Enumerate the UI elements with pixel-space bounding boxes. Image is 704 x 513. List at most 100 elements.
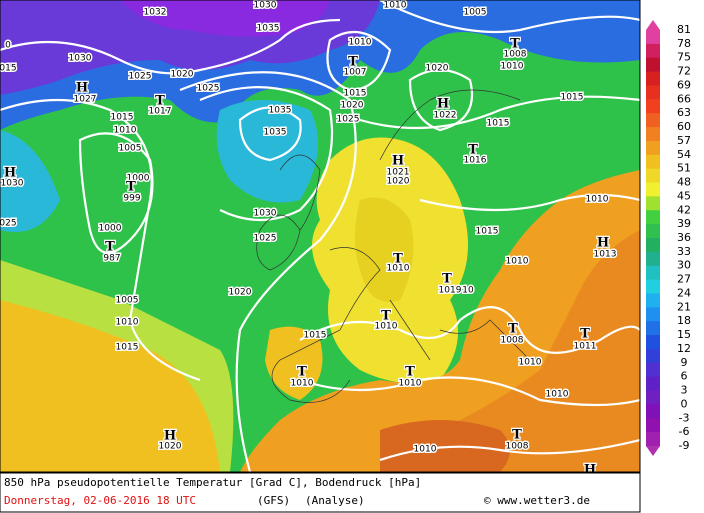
isobar-label: 1010: [387, 264, 410, 274]
footer-box: [0, 472, 641, 513]
colorbar-cell: [646, 182, 660, 197]
isobar-label: 1025: [254, 234, 277, 244]
isobar-label: 1005: [119, 144, 142, 154]
isobar-label: 1015: [487, 119, 510, 129]
isobar-label: 1010: [414, 445, 437, 455]
isobar-label: 1008: [504, 50, 527, 60]
isobar-label: 1017: [149, 107, 172, 117]
isobar-label: 1035: [257, 24, 280, 34]
pressure-center: T: [508, 322, 518, 337]
isobar-label: 1020: [341, 101, 364, 111]
colorbar-label: -3: [679, 411, 690, 424]
isobar-label: 0: [5, 41, 11, 51]
pressure-center: T: [126, 180, 136, 195]
colorbar: 8178757269666360575451484542393633302724…: [646, 20, 691, 456]
isobar-label: 1020: [159, 442, 182, 452]
isobar-label: 1015: [476, 227, 499, 237]
colorbar-cell: [646, 210, 660, 225]
isobar-label: 1015: [344, 89, 367, 99]
footer-source: © www.wetter3.de: [484, 494, 590, 507]
colorbar-label: 18: [677, 314, 691, 327]
pressure-center: H: [437, 97, 449, 112]
isobar-label: 1010: [546, 390, 569, 400]
colorbar-cell: [646, 404, 660, 419]
isobar-label: 1025: [337, 115, 360, 125]
isobar-label: 1010: [116, 318, 139, 328]
colorbar-label: 78: [677, 37, 691, 50]
colorbar-cell: [646, 99, 660, 114]
isobar-label: 1030: [1, 179, 24, 189]
colorbar-label: 60: [677, 120, 691, 133]
isobar-label: 1020: [426, 64, 449, 74]
colorbar-cell: [646, 196, 660, 211]
isobar-label: 1025: [129, 72, 152, 82]
colorbar-cell: [646, 348, 660, 364]
colorbar-cell: [646, 265, 660, 281]
colorbar-cell: [646, 30, 660, 45]
colorbar-label: 72: [677, 65, 691, 78]
isobar-label: 1025: [197, 84, 220, 94]
colorbar-cell: [646, 238, 660, 253]
map-frame: [0, 0, 641, 473]
isobar-label: 1020: [229, 288, 252, 298]
isobar-label: 1013: [594, 250, 617, 260]
colorbar-cell: [646, 113, 660, 128]
isobar-label: 1015: [111, 113, 134, 123]
isobar-label: 1019: [439, 286, 462, 296]
colorbar-label: 12: [677, 342, 691, 355]
colorbar-label: 30: [677, 259, 691, 272]
pressure-center: H: [4, 166, 16, 181]
pressure-center: T: [510, 37, 520, 52]
colorbar-label: 69: [677, 78, 691, 91]
colorbar-cell: [646, 168, 660, 184]
isobar-label: 1010: [399, 379, 422, 389]
isobars: [0, 0, 641, 473]
isobar-label: 10: [462, 286, 474, 296]
colorbar-label: -6: [679, 425, 690, 438]
isobar-label: 1007: [344, 68, 367, 78]
colorbar-label: 0: [681, 397, 688, 410]
pressure-center: T: [105, 240, 115, 255]
isobar-label: 1020: [387, 177, 410, 187]
isobar-label: 1000: [99, 224, 122, 234]
isobar-label: 025: [0, 219, 17, 229]
pressure-center: T: [381, 309, 391, 324]
isobar-label: 1030: [254, 1, 277, 11]
colorbar-label: 21: [677, 300, 691, 313]
colorbar-cell: [646, 279, 660, 294]
footer-run: (Analyse): [305, 494, 365, 507]
colorbar-label: 24: [677, 286, 691, 299]
colorbar-label: 39: [677, 217, 691, 230]
isobar-label: 1010: [375, 322, 398, 332]
pressure-center: H: [164, 429, 176, 444]
colorbar-label: 9: [681, 356, 688, 369]
colorbar-label: 75: [677, 51, 691, 64]
colorbar-label: 48: [677, 176, 691, 189]
colorbar-cell: [646, 390, 660, 405]
colorbar-label: 57: [677, 134, 691, 147]
colorbar-cell: [646, 362, 660, 378]
colorbar-cell: [646, 321, 660, 336]
pressure-center: H: [76, 81, 88, 96]
colorbar-label: 33: [677, 245, 691, 258]
isobar-label: 1022: [434, 111, 457, 121]
isobar-label: 1000: [127, 174, 150, 184]
pressure-center: T: [155, 94, 165, 109]
colorbar-cell: [646, 418, 660, 433]
colorbar-cell: [646, 127, 660, 142]
isobar-label: 1027: [74, 95, 97, 105]
colorbar-arrow-top: [646, 20, 660, 30]
pressure-center: T: [348, 55, 358, 70]
pressure-center: H: [392, 154, 404, 169]
colorbar-label: 45: [677, 189, 691, 202]
isobar-label: 1008: [506, 442, 529, 452]
isobar-label: 1010: [501, 62, 524, 72]
colorbar-label: 27: [677, 273, 691, 286]
pressure-center: T: [297, 365, 307, 380]
colorbar-label: 51: [677, 162, 691, 175]
isobar-label: 1016: [464, 156, 487, 166]
pressure-center: T: [442, 272, 452, 287]
isobar-label: 1030: [69, 54, 92, 64]
isobar-label: 1010: [114, 126, 137, 136]
